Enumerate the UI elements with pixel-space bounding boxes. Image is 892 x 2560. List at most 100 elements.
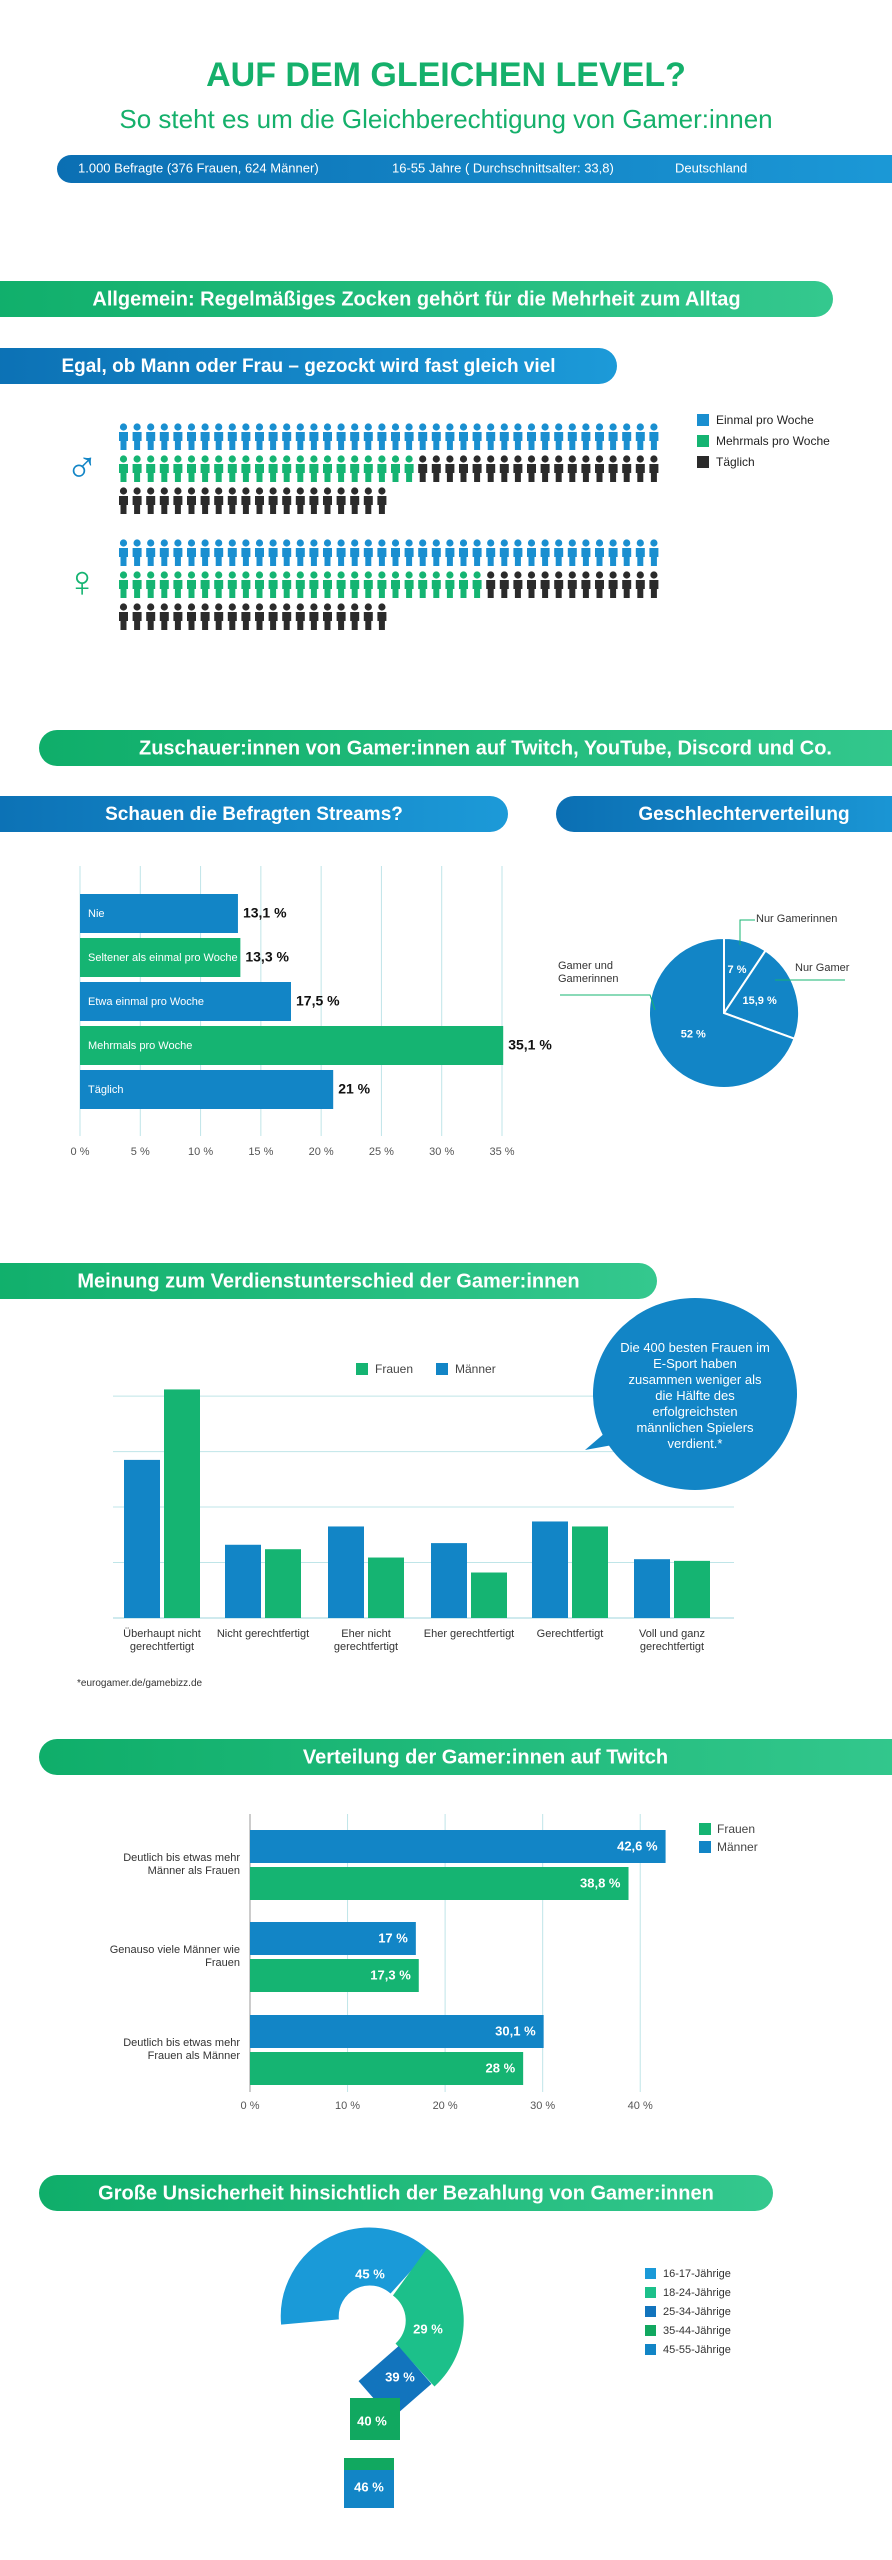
icon-body: [350, 580, 360, 598]
icon-body: [581, 548, 591, 566]
icon-head: [419, 455, 427, 463]
icon-head: [310, 423, 318, 431]
icon-head: [446, 423, 454, 431]
person-icon: [527, 423, 536, 450]
person-icon: [241, 603, 251, 630]
icon-head: [473, 539, 481, 547]
icon-body: [255, 612, 264, 630]
person-icon: [363, 487, 373, 514]
person-icon: [173, 571, 183, 598]
person-icon: [431, 423, 441, 450]
icon-head: [391, 455, 400, 463]
icon-head: [595, 539, 604, 547]
icon-body: [214, 612, 224, 630]
person-icon: [336, 487, 346, 514]
icon-body: [309, 612, 319, 630]
icon-body: [377, 464, 387, 482]
icon-head: [378, 539, 386, 547]
icon-body: [282, 432, 292, 450]
person-icon: [554, 423, 564, 450]
icon-body: [445, 432, 455, 450]
icon-body: [268, 580, 278, 598]
icon-body: [391, 548, 400, 566]
icon-body: [295, 496, 305, 514]
x-tick-label: Voll und ganz gerechtfertigt: [638, 1628, 706, 1653]
icon-head: [133, 539, 141, 547]
bar: [328, 1526, 364, 1618]
person-icon: [309, 539, 319, 566]
value-label: 46 %: [354, 2479, 384, 2494]
person-icon: [472, 571, 482, 598]
icon-body: [187, 432, 196, 450]
icon-head: [391, 571, 400, 579]
icon-body: [214, 496, 224, 514]
icon-body: [159, 580, 169, 598]
person-icon: [146, 571, 156, 598]
person-icon: [581, 423, 591, 450]
icon-head: [473, 423, 481, 431]
person-icon: [499, 539, 509, 566]
person-icon: [173, 487, 183, 514]
icon-head: [201, 455, 209, 463]
icon-body: [418, 464, 428, 482]
icon-body: [336, 464, 346, 482]
person-icon: [486, 571, 496, 598]
icon-body: [404, 464, 414, 482]
icon-head: [609, 539, 617, 547]
legend-swatch: [436, 1363, 448, 1375]
icon-body: [323, 580, 332, 598]
icon-head: [119, 539, 128, 547]
person-icon: [554, 455, 564, 482]
pie-value-label: 7 %: [728, 964, 747, 976]
icon-head: [636, 455, 644, 463]
value-label: 17 %: [378, 1930, 408, 1945]
person-icon: [187, 539, 196, 566]
person-icon: [459, 423, 468, 450]
chart-title-bar: [0, 796, 508, 832]
bar: [368, 1557, 404, 1618]
person-icon: [581, 571, 591, 598]
legend-swatch: [645, 2344, 656, 2355]
legend-label: Männer: [717, 1840, 758, 1854]
person-icon: [431, 539, 441, 566]
person-icon: [295, 571, 305, 598]
icon-body: [227, 580, 237, 598]
icon-body: [309, 496, 319, 514]
icon-body: [214, 432, 224, 450]
person-icon: [146, 487, 156, 514]
icon-body: [295, 432, 305, 450]
person-icon: [255, 603, 264, 630]
icon-head: [650, 423, 658, 431]
icon-body: [363, 496, 373, 514]
icon-head: [582, 455, 590, 463]
person-icon: [200, 423, 210, 450]
icon-head: [323, 539, 332, 547]
icon-head: [119, 487, 128, 495]
person-icon: [459, 571, 468, 598]
x-tick-label: 40 %: [628, 2100, 653, 2112]
icon-body: [323, 548, 332, 566]
icon-body: [336, 612, 346, 630]
icon-head: [337, 455, 345, 463]
person-icon: [241, 571, 251, 598]
icon-head: [269, 603, 277, 611]
icon-head: [636, 571, 644, 579]
bar: [250, 1830, 666, 1863]
icon-body: [227, 432, 237, 450]
icon-head: [269, 423, 277, 431]
person-icon: [649, 423, 659, 450]
icon-head: [541, 539, 549, 547]
person-icon: [418, 539, 428, 566]
icon-head: [568, 571, 576, 579]
icon-body: [363, 580, 373, 598]
icon-head: [555, 539, 563, 547]
person-icon: [486, 423, 496, 450]
icon-head: [446, 539, 454, 547]
fact: 16-55 Jahre ( Durchschnittsalter: 33,8): [392, 160, 614, 175]
icon-body: [486, 580, 496, 598]
icon-head: [351, 603, 359, 611]
icon-body: [635, 432, 645, 450]
icon-body: [268, 612, 278, 630]
icon-head: [201, 571, 209, 579]
